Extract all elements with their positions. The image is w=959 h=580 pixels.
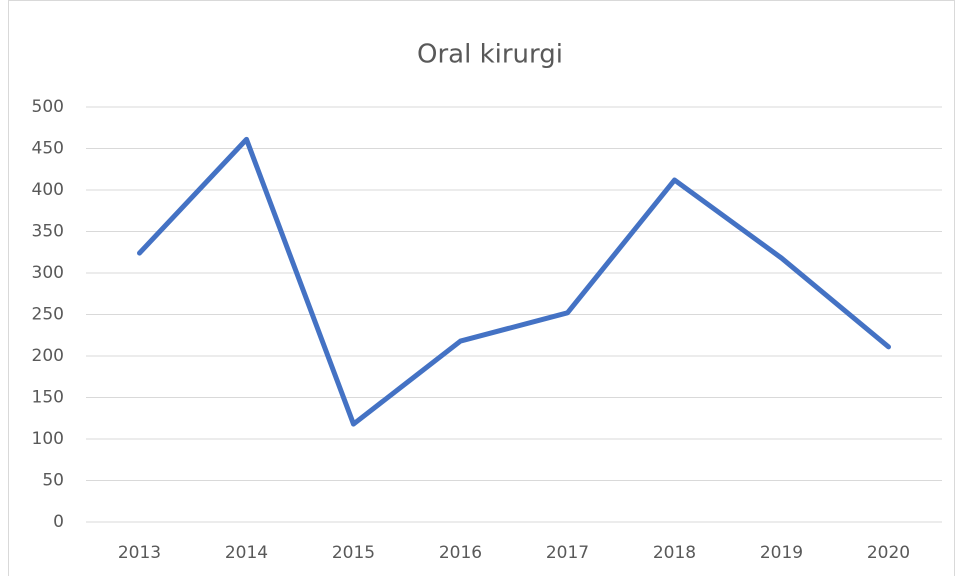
x-tick-label: 2014 — [225, 543, 268, 563]
y-tick-label: 500 — [32, 97, 64, 117]
x-tick-label: 2019 — [760, 543, 803, 563]
y-tick-label: 200 — [32, 346, 64, 366]
y-tick-label: 250 — [32, 305, 64, 325]
y-tick-label: 150 — [32, 388, 64, 408]
chart-title: Oral kirurgi — [417, 40, 563, 70]
y-tick-label: 450 — [32, 139, 64, 159]
x-tick-label: 2016 — [439, 543, 482, 563]
y-tick-label: 0 — [53, 512, 64, 532]
y-tick-label: 100 — [32, 429, 64, 449]
x-tick-label: 2017 — [546, 543, 589, 563]
x-tick-label: 2013 — [118, 543, 161, 563]
x-tick-label: 2020 — [867, 543, 910, 563]
y-tick-label: 50 — [42, 471, 64, 491]
x-tick-label: 2018 — [653, 543, 696, 563]
y-tick-label: 300 — [32, 263, 64, 283]
y-tick-label: 400 — [32, 180, 64, 200]
line-series — [137, 136, 891, 427]
x-tick-label: 2015 — [332, 543, 375, 563]
y-tick-label: 350 — [32, 222, 64, 242]
chart-frame — [8, 0, 955, 580]
